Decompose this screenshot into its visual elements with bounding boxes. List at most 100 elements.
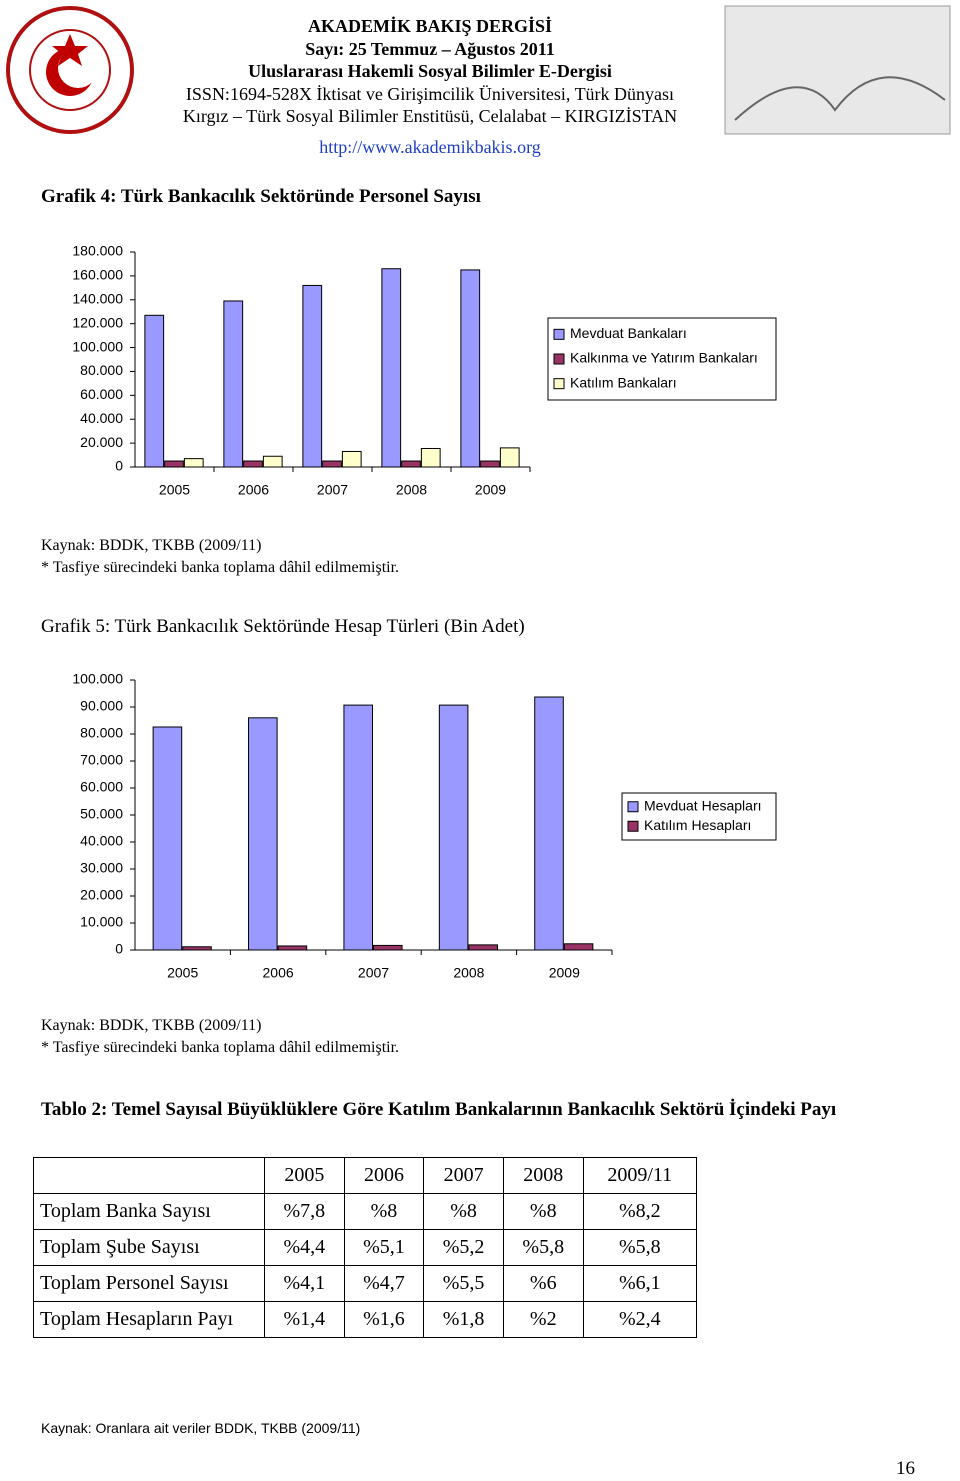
table-cell: %4,1 (264, 1265, 345, 1302)
x-tick-label: 2009 (549, 965, 580, 981)
y-tick-label: 40.000 (80, 410, 123, 426)
table-row: Toplam Şube Sayısı %4,4 %5,1 %5,2 %5,8 %5,8 (33, 1229, 698, 1266)
y-tick-label: 140.000 (72, 290, 123, 306)
figure-note: * Tasfiye sürecindeki banka toplama dâhi… (41, 1039, 400, 1056)
bar (381, 268, 402, 468)
table-row: Toplam Banka Sayısı %7,8 %8 %8 %8 %8,2 (33, 1193, 698, 1230)
y-tick-label: 60.000 (80, 386, 123, 402)
y-tick-label: 100.000 (72, 671, 123, 687)
data-table: 2005 2006 2007 2008 2009/11 Toplam Banka Sayı… (33, 1157, 698, 1338)
x-tick-label: 2006 (238, 482, 269, 498)
y-tick-label: 120.000 (72, 314, 123, 330)
bar (164, 460, 184, 468)
table-cell: %8 (423, 1193, 504, 1230)
y-tick-label: 30.000 (80, 860, 123, 876)
table-cell: %5,8 (502, 1229, 584, 1266)
y-tick-label: 40.000 (80, 833, 123, 849)
charts: 0 20.000 40.000 60.000 80.000 100.000 120.000 1… (72, 243, 777, 981)
column-header: 2009/11 (582, 1157, 698, 1194)
logo-star (52, 34, 88, 66)
y-tick-label: 60.000 (80, 779, 123, 795)
journal-name: AKADEMİK BAKIŞ DERGİSİ (307, 16, 553, 36)
y-tick-label: 20.000 (80, 434, 123, 450)
figure-note: * Tasfiye sürecindeki banka toplama dâhi… (41, 559, 400, 576)
page-number: 16 (896, 1458, 915, 1479)
table-cell: %5,8 (582, 1229, 698, 1266)
book-pages (734, 76, 946, 121)
header-row: 2005 2006 2007 2008 2009/11 (33, 1157, 698, 1194)
table-cell: %8 (502, 1193, 584, 1230)
legend-swatch (627, 801, 639, 813)
y-tick-label: 90.000 (80, 698, 123, 714)
y-tick-label: 100.000 (72, 338, 123, 354)
table-cell: %5,2 (423, 1229, 504, 1266)
legend-label: Mevduat Hesapları (644, 797, 762, 813)
x-tick-label: 2005 (159, 482, 190, 498)
table-cell: %1,6 (343, 1301, 425, 1338)
bar (243, 460, 263, 468)
bar (438, 704, 469, 951)
table-cell: %1,4 (264, 1301, 345, 1338)
figure-source: Kaynak: BDDK, TKBB (2009/11) (41, 537, 262, 554)
bar (223, 300, 244, 468)
institute: Kırgız – Türk Sosyal Bilimler Enstitüsü,… (182, 106, 678, 126)
row-label: Toplam Şube Sayısı (33, 1229, 265, 1266)
x-tick-label: 2007 (317, 482, 348, 498)
y-tick-label: 50.000 (80, 806, 123, 822)
table-cell: %6 (502, 1265, 584, 1302)
bar (534, 696, 564, 951)
bar (182, 946, 212, 951)
column-header: 2008 (502, 1157, 584, 1194)
row-label: Toplam Personel Sayısı (33, 1265, 265, 1302)
table-cell: %5,1 (343, 1229, 425, 1266)
bar (373, 944, 403, 951)
legend-swatch (553, 353, 565, 365)
legend-swatch (627, 820, 639, 832)
table-cell: %5,5 (423, 1265, 504, 1302)
table-cell: %6,1 (582, 1265, 698, 1302)
bar (262, 455, 283, 468)
issue: Sayı: 25 Temmuz – Ağustos 2011 (305, 39, 555, 59)
bar (248, 717, 278, 951)
x-tick-label: 2008 (396, 482, 427, 498)
url[interactable]: http://www.akademikbakis.org (319, 137, 541, 157)
bar (152, 726, 183, 951)
corner-cell (33, 1157, 265, 1194)
y-tick-label: 0 (115, 941, 123, 957)
journal-subtitle: Uluslararası Hakemli Sosyal Bilimler E-D… (248, 61, 612, 81)
table-cell: %8 (343, 1193, 425, 1230)
y-tick-label: 180.000 (72, 243, 123, 259)
table-source: Kaynak: Oranlara ait veriler BDDK, TKBB … (41, 1420, 361, 1436)
figure-source: Kaynak: BDDK, TKBB (2009/11) (41, 1017, 262, 1034)
bar (420, 447, 441, 468)
row-label: Toplam Hesapların Payı (33, 1301, 265, 1338)
legend-swatch (553, 378, 565, 390)
bar (277, 945, 308, 951)
row-label: Toplam Banka Sayısı (33, 1193, 265, 1230)
legend-box (547, 317, 777, 401)
column-header: 2005 (264, 1157, 345, 1194)
bar (480, 460, 500, 468)
table-cell: %8,2 (582, 1193, 698, 1230)
bar (499, 447, 520, 468)
bar (183, 458, 204, 468)
x-tick-label: 2008 (453, 965, 484, 981)
table-cell: %2,4 (582, 1301, 698, 1338)
bar (341, 450, 362, 468)
legend-label: Katılım Hesapları (644, 817, 751, 833)
bar (401, 460, 421, 468)
book-image (724, 5, 951, 135)
y-tick-label: 160.000 (72, 267, 123, 283)
y-tick-label: 80.000 (80, 362, 123, 378)
legend-label: Mevduat Bankaları (570, 325, 687, 341)
x-tick-label: 2006 (263, 965, 294, 981)
bar (460, 269, 481, 468)
table-cell: %2 (502, 1301, 584, 1338)
bar (302, 284, 323, 468)
table-cell: %7,8 (264, 1193, 345, 1230)
y-tick-label: 10.000 (80, 914, 123, 930)
table-cell: %1,8 (423, 1301, 504, 1338)
issn: ISSN:1694-528X İktisat ve Girişimcilik Ü… (185, 84, 675, 104)
